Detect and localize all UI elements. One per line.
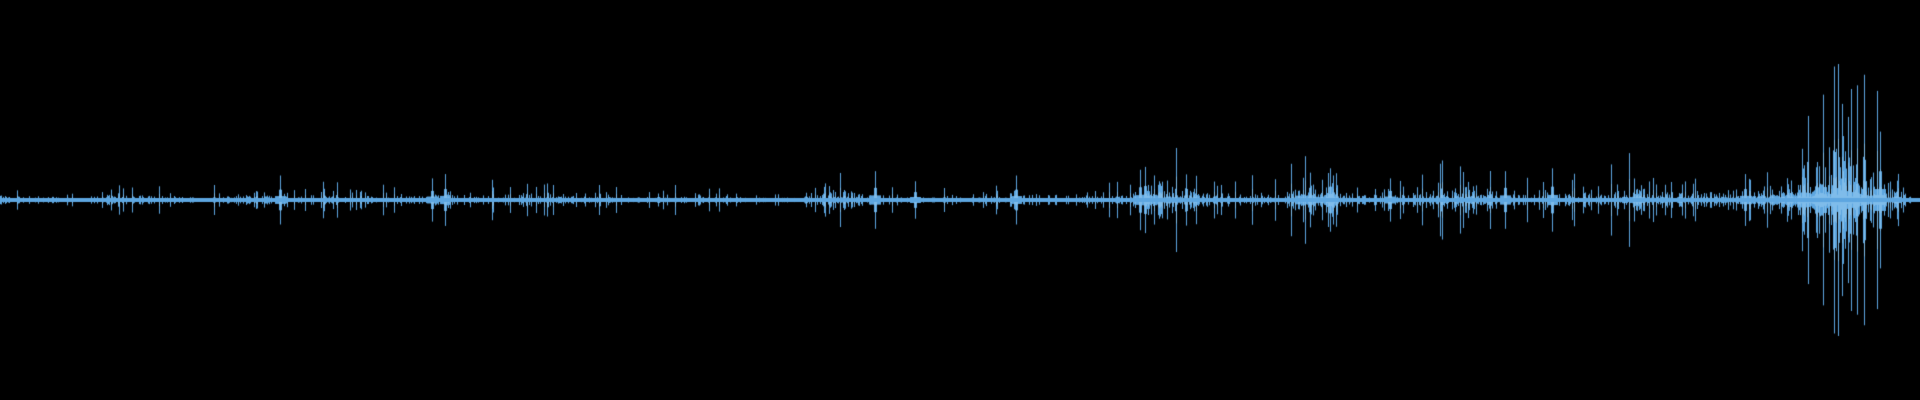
waveform-canvas[interactable] [0,0,1920,400]
audio-waveform-viewer[interactable] [0,0,1920,400]
